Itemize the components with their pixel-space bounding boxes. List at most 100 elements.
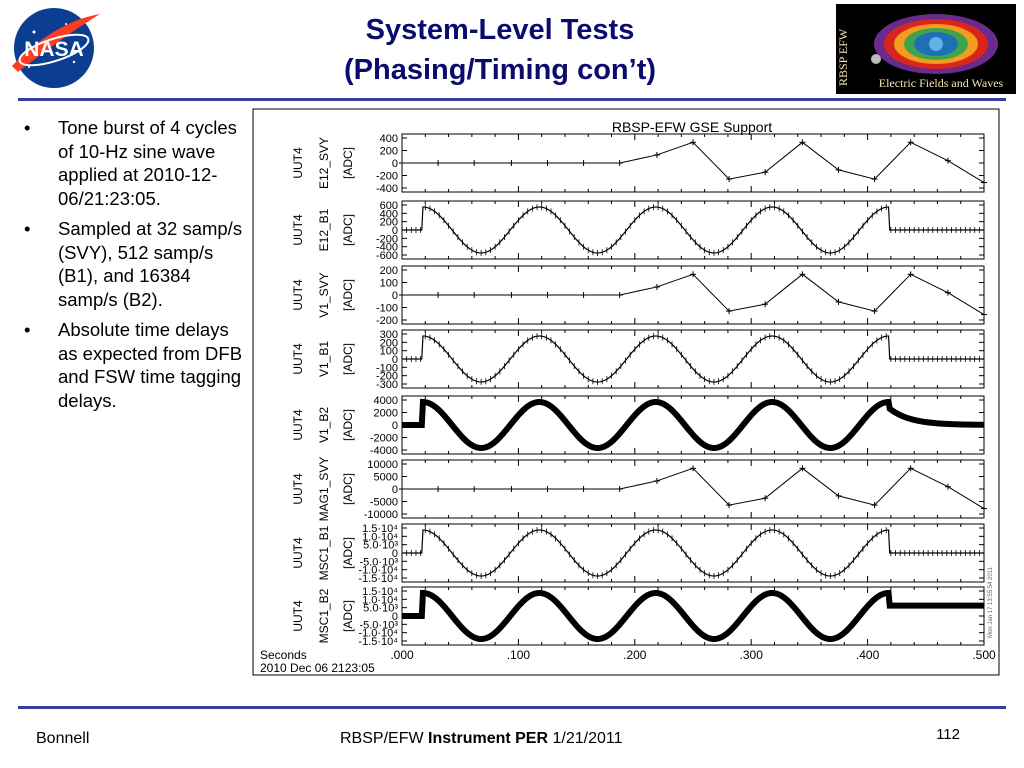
panel-label: V1_B1 — [317, 341, 331, 377]
panel-label: UUT4 — [291, 473, 305, 505]
plot-frame — [252, 108, 1000, 676]
bullet-item: Tone burst of 4 cycles of 10-Hz sine wav… — [22, 116, 252, 210]
footer-center: RBSP/EFW Instrument PER 1/21/2011 — [340, 730, 622, 748]
panel-label: MSC1_B2 — [317, 588, 331, 643]
y-tick-label: 0 — [392, 420, 398, 432]
panel-label: [ADC] — [341, 600, 355, 632]
slide-title: System-Level Tests (Phasing/Timing con’t… — [200, 10, 800, 90]
header-divider — [18, 98, 1006, 101]
y-tick-label: 400 — [380, 133, 398, 145]
x-tick-label: .100 — [507, 648, 531, 662]
nasa-logo: NASA — [12, 8, 100, 88]
y-tick-label: 4000 — [374, 395, 398, 407]
bullet-list: Tone burst of 4 cycles of 10-Hz sine wav… — [22, 116, 252, 419]
panel-label: MAG1_SVY — [317, 457, 331, 522]
y-tick-label: 0 — [392, 158, 398, 170]
footer-author: Bonnell — [36, 730, 90, 747]
y-tick-label: 300 — [380, 329, 398, 341]
panel-label: [ADC] — [341, 537, 355, 569]
y-tick-label: 0 — [392, 611, 398, 623]
waveform-line — [402, 206, 984, 254]
y-tick-label: 1.5·10⁴ — [362, 523, 398, 535]
y-tick-label: 5.0·10³ — [363, 603, 398, 615]
y-tick-label: -5.0·10³ — [359, 556, 398, 568]
x-tick-label: .000 — [390, 648, 414, 662]
panel-label: UUT4 — [291, 600, 305, 632]
panel-label: [ADC] — [341, 279, 355, 311]
y-tick-label: 1.5·10⁴ — [362, 586, 398, 598]
panel-label: UUT4 — [291, 537, 305, 569]
y-tick-label: -10000 — [364, 509, 398, 521]
panel-label: [ADC] — [341, 343, 355, 375]
plot-title: RBSP-EFW GSE Support — [612, 119, 772, 135]
waveform-line — [402, 589, 984, 643]
y-tick-label: -200 — [376, 315, 398, 327]
panel-label: [ADC] — [341, 409, 355, 441]
y-tick-label: 0 — [392, 484, 398, 496]
y-tick-label: -1.0·10⁴ — [358, 628, 398, 640]
y-tick-label: 1.0·10⁴ — [362, 531, 398, 543]
panel-label: E12_SVY — [317, 137, 331, 189]
y-tick-label: 200 — [380, 337, 398, 349]
y-tick-label: -1.5·10⁴ — [358, 636, 398, 648]
y-tick-label: -300 — [376, 379, 398, 391]
panel-label: MSC1_B1 — [317, 525, 331, 580]
waveform-line — [402, 335, 984, 383]
y-tick-label: -200 — [376, 171, 398, 183]
y-tick-label: 5.0·10³ — [363, 540, 398, 552]
y-tick-label: -100 — [376, 303, 398, 315]
panel-label: UUT4 — [291, 343, 305, 375]
timestamp-stamp: Mon Jan 17 13:55:54 2011 — [988, 566, 994, 638]
panel-label: UUT4 — [291, 409, 305, 441]
x-tick-label: .400 — [856, 648, 880, 662]
y-tick-label: -400 — [376, 242, 398, 254]
y-tick-label: -100 — [376, 362, 398, 374]
y-tick-label: -600 — [376, 250, 398, 262]
y-tick-label: -200 — [376, 233, 398, 245]
y-tick-label: -200 — [376, 371, 398, 383]
y-tick-label: 600 — [380, 200, 398, 212]
panel-label: V1_SVY — [317, 272, 331, 317]
panel-label: [ADC] — [341, 473, 355, 505]
y-tick-label: 0 — [392, 354, 398, 366]
y-tick-label: -1.5·10⁴ — [358, 573, 398, 585]
y-tick-label: -5000 — [370, 497, 398, 509]
y-tick-label: -2000 — [370, 433, 398, 445]
y-tick-label: 200 — [380, 265, 398, 277]
y-tick-label: 0 — [392, 548, 398, 560]
y-tick-label: 200 — [380, 217, 398, 229]
y-tick-label: 100 — [380, 346, 398, 358]
y-tick-label: 100 — [380, 278, 398, 290]
panel-label: UUT4 — [291, 214, 305, 246]
footer-mid-bold: Instrument PER — [428, 730, 549, 747]
bullet-item: Sampled at 32 samp/s (SVY), 512 samp/s (… — [22, 217, 252, 311]
panel-label: V1_B2 — [317, 407, 331, 443]
panel-label: UUT4 — [291, 147, 305, 179]
svg-text:Electric Fields and Waves: Electric Fields and Waves — [879, 76, 1004, 90]
footer-mid-suffix: 1/21/2011 — [552, 730, 623, 747]
panel-label: [ADC] — [341, 147, 355, 179]
svg-text:NASA: NASA — [24, 38, 84, 61]
waveform-line — [402, 529, 984, 577]
y-tick-label: 200 — [380, 146, 398, 158]
y-tick-label: -5.0·10³ — [359, 619, 398, 631]
panel-label: E12_B1 — [317, 208, 331, 251]
y-tick-label: 1.0·10⁴ — [362, 594, 398, 606]
x-axis-date: 2010 Dec 06 2123:05 — [260, 661, 375, 675]
y-tick-label: -4000 — [370, 445, 398, 457]
page-number: 112 — [936, 726, 960, 743]
rbsp-efw-logo: RBSP EFW Electric Fields and Waves — [836, 4, 1016, 94]
title-line-1: System-Level Tests — [365, 14, 635, 46]
bullet-item: Absolute time delays as expected from DF… — [22, 318, 252, 412]
y-tick-label: 400 — [380, 208, 398, 220]
y-tick-label: 0 — [392, 225, 398, 237]
footer-divider — [18, 706, 1006, 709]
x-axis-label: Seconds — [260, 648, 307, 662]
panel-label: [ADC] — [341, 214, 355, 246]
y-tick-label: 5000 — [374, 472, 398, 484]
y-tick-label: 2000 — [374, 408, 398, 420]
svg-text:RBSP EFW: RBSP EFW — [836, 28, 850, 86]
title-line-2: (Phasing/Timing con’t) — [343, 54, 657, 86]
footer-mid-prefix: RBSP/EFW — [340, 730, 424, 747]
